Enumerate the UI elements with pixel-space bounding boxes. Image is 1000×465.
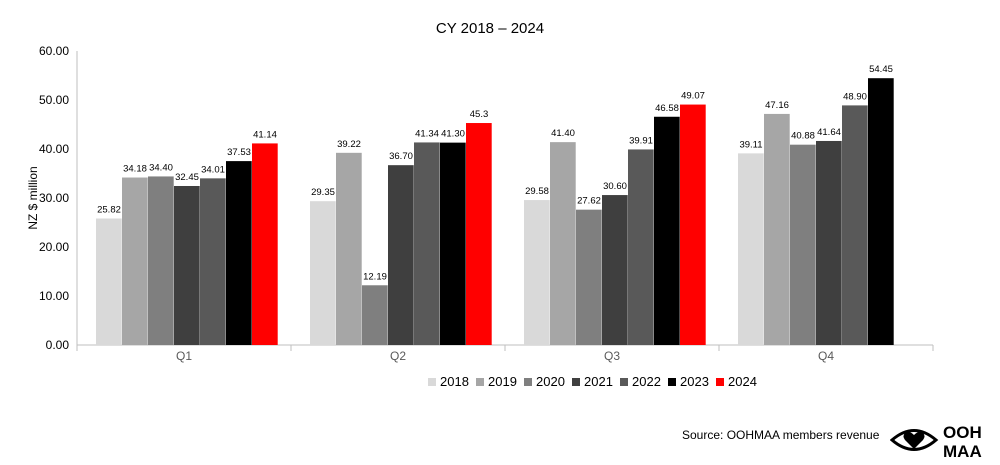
legend-label: 2021 [584,374,613,389]
data-label: 36.70 [389,151,413,162]
data-label: 27.62 [577,196,601,207]
data-label: 47.16 [765,100,789,111]
bar-q1-2021 [174,185,200,345]
legend-label: 2023 [680,374,709,389]
bar-q1-2018 [96,218,122,345]
data-label: 32.45 [175,172,199,183]
legend-label: 2022 [632,374,661,389]
y-tick-label: 50.00 [39,93,69,107]
bar-q2-2020 [362,285,388,345]
bar-q3-2022 [628,149,654,345]
bar-q1-2023 [226,161,252,345]
bar-chart: CY 2018 – 2024 NZ $ million 0.00 10.00 20.00… [26,20,934,389]
bar-q1-2022 [200,178,226,345]
legend-swatch-2018 [428,378,436,386]
logo-text-bottom: MAA [943,442,982,460]
x-tick-label: Q3 [604,349,620,363]
data-label: 12.19 [363,271,387,282]
legend-swatch-2021 [572,378,580,386]
bar-q4-2019 [764,113,790,345]
logo-text-top: OOH [943,423,982,442]
data-label: 39.22 [337,139,361,150]
data-label: 45.3 [470,109,489,120]
bar-q3-2019 [550,142,576,345]
y-tick-label: 30.00 [39,191,69,205]
data-label: 46.58 [655,103,679,114]
data-label: 34.18 [123,164,147,175]
y-tick-label: 40.00 [39,142,69,156]
bar-q2-2023 [440,142,466,345]
bar-q4-2023 [868,78,894,345]
data-label: 25.82 [97,204,121,215]
legend-label: 2024 [728,374,757,389]
bar-q4-2018 [738,153,764,345]
data-label: 39.91 [629,135,653,146]
bar-q3-2021 [602,195,628,345]
bar-q2-2024 [466,123,492,345]
data-label: 41.14 [253,129,277,140]
data-label: 29.35 [311,187,335,198]
data-label: 37.53 [227,147,251,158]
data-label: 30.60 [603,181,627,192]
legend-label: 2018 [440,374,469,389]
x-tick-label: Q4 [818,349,834,363]
data-label: 49.07 [681,91,705,102]
bar-q3-2024 [680,104,706,345]
bar-q3-2020 [576,209,602,345]
eye-heart-icon [890,429,939,451]
y-tick-label: 60.00 [39,44,69,58]
data-label: 48.90 [843,91,867,102]
data-label: 29.58 [525,186,549,197]
data-label: 34.01 [201,164,225,175]
bar-q2-2021 [388,165,414,345]
y-tick-label: 20.00 [39,240,69,254]
bar-q3-2018 [524,200,550,345]
bar-q1-2019 [122,177,148,345]
legend-swatch-2019 [476,378,484,386]
data-label: 41.40 [551,128,575,139]
data-label: 34.40 [149,162,173,173]
bar-q2-2022 [414,142,440,345]
legend-label: 2019 [488,374,517,389]
data-label: 41.64 [817,127,841,138]
x-tick-label: Q1 [176,349,192,363]
bar-q1-2020 [148,176,174,345]
y-tick-label: 0.00 [46,338,70,352]
data-label: 41.30 [441,129,465,140]
legend-swatch-2024 [716,378,724,386]
bar-q4-2021 [816,140,842,345]
bar-q1-2024 [252,143,278,345]
chart-title: CY 2018 – 2024 [436,20,544,37]
x-tick-label: Q2 [390,349,406,363]
data-label: 54.45 [869,64,893,75]
oohmaa-logo: OOH MAA [890,420,1000,460]
bar-q2-2018 [310,201,336,345]
legend-swatch-2022 [620,378,628,386]
bar-q4-2022 [842,105,868,345]
data-label: 39.11 [739,139,762,150]
legend-label: 2020 [536,374,565,389]
legend-swatch-2023 [668,378,676,386]
bar-q4-2020 [790,144,816,345]
y-axis-label: NZ $ million [26,166,40,229]
source-note: Source: OOHMAA members revenue [682,428,880,442]
data-label: 41.34 [415,128,439,139]
data-label: 40.88 [791,131,815,142]
legend-swatch-2020 [524,378,532,386]
bar-q2-2019 [336,152,362,345]
y-tick-label: 10.00 [39,289,69,303]
bar-q3-2023 [654,116,680,346]
